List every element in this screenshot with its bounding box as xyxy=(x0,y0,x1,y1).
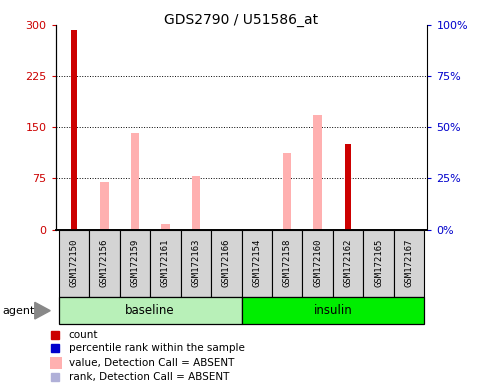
Bar xyxy=(211,230,242,297)
Text: GSM172154: GSM172154 xyxy=(252,239,261,287)
Text: GSM172165: GSM172165 xyxy=(374,239,383,287)
Bar xyxy=(161,224,170,230)
Bar xyxy=(89,230,120,297)
Bar xyxy=(120,230,150,297)
Bar xyxy=(363,230,394,297)
Text: GDS2790 / U51586_at: GDS2790 / U51586_at xyxy=(164,13,319,27)
Text: percentile rank within the sample: percentile rank within the sample xyxy=(69,343,245,353)
Bar xyxy=(150,230,181,297)
Bar xyxy=(283,153,292,230)
Bar xyxy=(242,230,272,297)
Text: GSM172163: GSM172163 xyxy=(191,239,200,287)
Text: rank, Detection Call = ABSENT: rank, Detection Call = ABSENT xyxy=(69,372,229,382)
Bar xyxy=(313,115,322,230)
Text: insulin: insulin xyxy=(313,304,352,317)
Text: count: count xyxy=(69,330,98,340)
Bar xyxy=(100,182,109,230)
Text: value, Detection Call = ABSENT: value, Detection Call = ABSENT xyxy=(69,358,234,367)
Text: baseline: baseline xyxy=(125,304,175,317)
Bar xyxy=(71,30,77,230)
Bar xyxy=(50,357,62,369)
Bar xyxy=(191,176,200,230)
Bar xyxy=(58,230,89,297)
FancyBboxPatch shape xyxy=(58,297,242,324)
Bar xyxy=(345,144,351,230)
Bar xyxy=(130,133,139,230)
Text: GSM172150: GSM172150 xyxy=(70,239,78,287)
Text: GSM172160: GSM172160 xyxy=(313,239,322,287)
Bar xyxy=(181,230,211,297)
Bar xyxy=(394,230,425,297)
Text: GSM172159: GSM172159 xyxy=(130,239,139,287)
FancyBboxPatch shape xyxy=(242,297,425,324)
Polygon shape xyxy=(35,302,50,319)
Bar xyxy=(302,230,333,297)
Bar xyxy=(272,230,302,297)
Bar xyxy=(333,230,363,297)
Text: GSM172161: GSM172161 xyxy=(161,239,170,287)
Text: GSM172162: GSM172162 xyxy=(344,239,353,287)
Text: agent: agent xyxy=(2,306,35,316)
Text: GSM172167: GSM172167 xyxy=(405,239,413,287)
Text: GSM172156: GSM172156 xyxy=(100,239,109,287)
Text: GSM172158: GSM172158 xyxy=(283,239,292,287)
Text: GSM172166: GSM172166 xyxy=(222,239,231,287)
